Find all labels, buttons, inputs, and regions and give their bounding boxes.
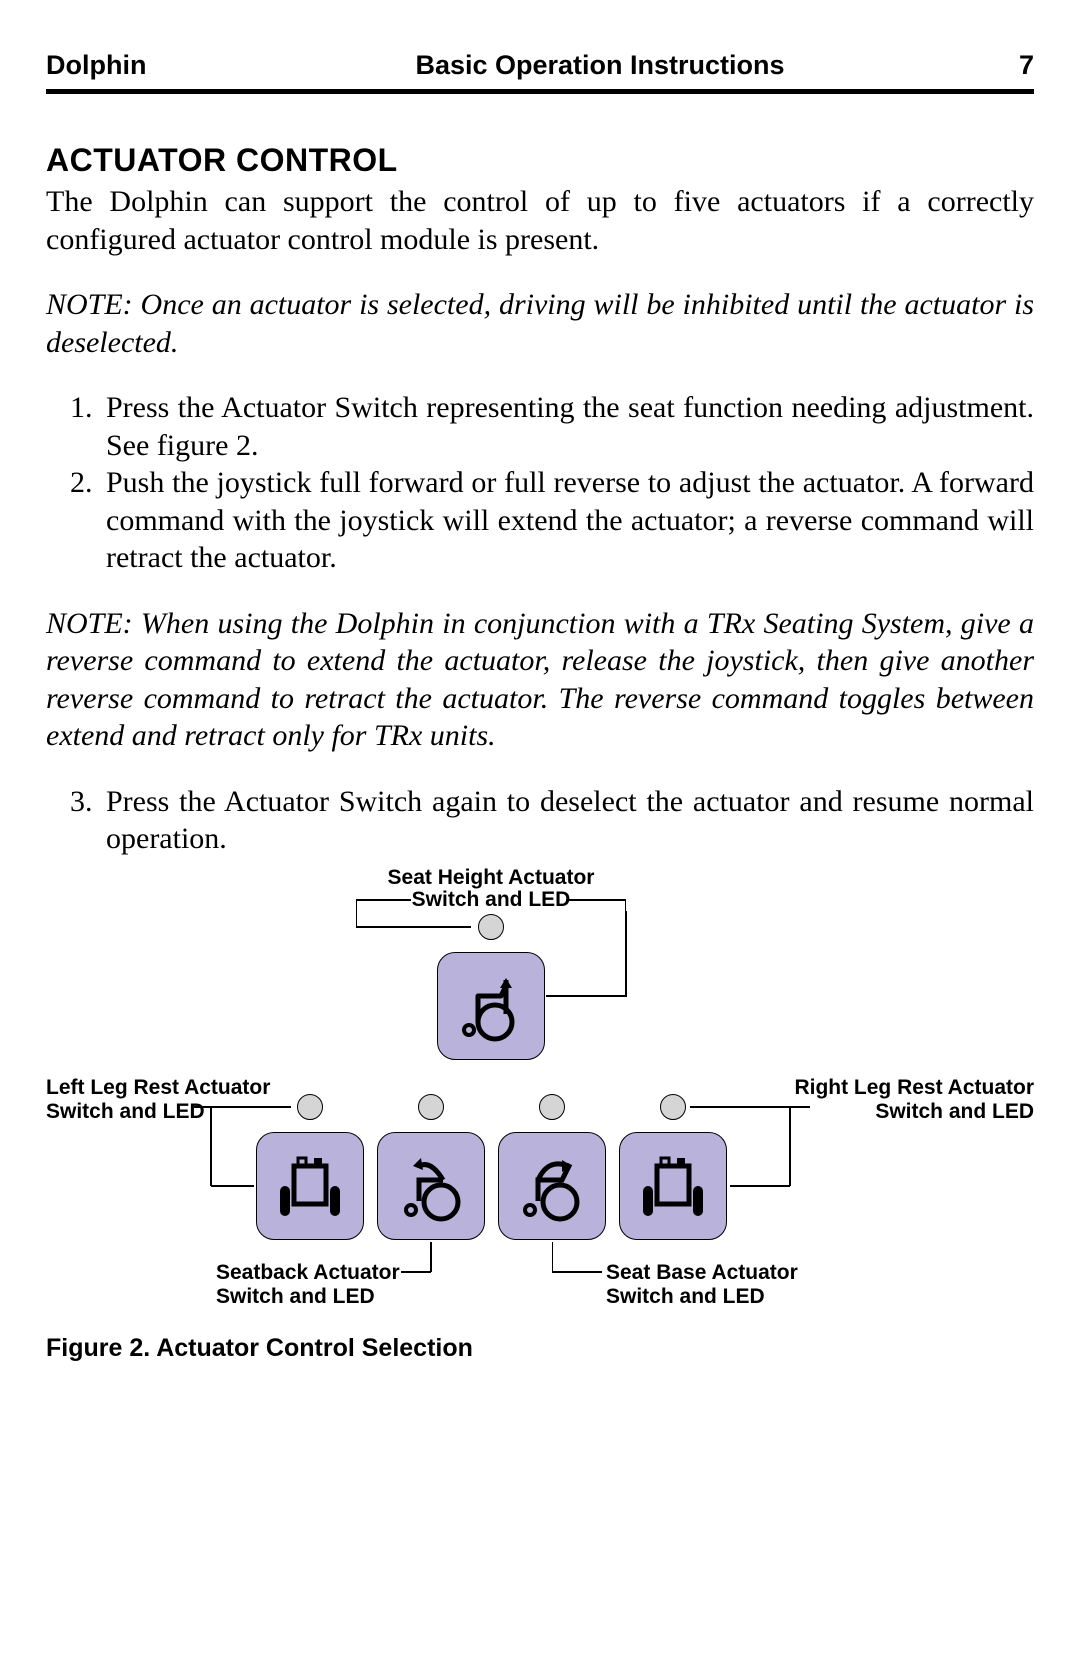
switch-seat-base [498, 1132, 606, 1240]
label-seat-base: Seat Base Actuator Switch and LED [606, 1261, 798, 1309]
label-text: Switch and LED [875, 1100, 1034, 1123]
section-heading: ACTUATOR CONTROL [46, 142, 1034, 179]
header-page-number: 7 [954, 50, 1034, 81]
label-text: Left Leg Rest Actuator [46, 1076, 270, 1099]
page-header: Dolphin Basic Operation Instructions 7 [46, 50, 1034, 94]
intro-paragraph: The Dolphin can support the control of u… [46, 183, 1034, 258]
label-text: Seat Height Actuator [388, 866, 595, 889]
step-1: Press the Actuator Switch representing t… [100, 389, 1034, 464]
note-trx-system: NOTE: When using the Dolphin in conjunct… [46, 605, 1034, 755]
figure-caption: Figure 2. Actuator Control Selection [46, 1334, 1034, 1363]
led-seatback [418, 1094, 444, 1120]
step-2: Push the joystick full forward or full r… [100, 464, 1034, 577]
header-product: Dolphin [46, 50, 246, 81]
switch-seatback [377, 1132, 485, 1240]
step-3: Press the Actuator Switch again to desel… [100, 783, 1034, 858]
instruction-list: Press the Actuator Switch representing t… [46, 389, 1034, 577]
header-title: Basic Operation Instructions [246, 50, 954, 81]
label-text: Switch and LED [46, 1100, 205, 1123]
label-text: Seat Base Actuator [606, 1261, 798, 1284]
figure-diagram: Seat Height Actuator Switch and LED [46, 866, 1034, 1306]
label-text: Right Leg Rest Actuator [794, 1076, 1034, 1099]
led-seat-base [539, 1094, 565, 1120]
instruction-list-cont: Press the Actuator Switch again to desel… [46, 783, 1034, 858]
label-right-leg-rest: Right Leg Rest Actuator Switch and LED [794, 1076, 1034, 1124]
note-inhibit-driving: NOTE: Once an actuator is selected, driv… [46, 286, 1034, 361]
led-right-leg-rest [660, 1094, 686, 1120]
label-text: Switch and LED [606, 1285, 765, 1308]
